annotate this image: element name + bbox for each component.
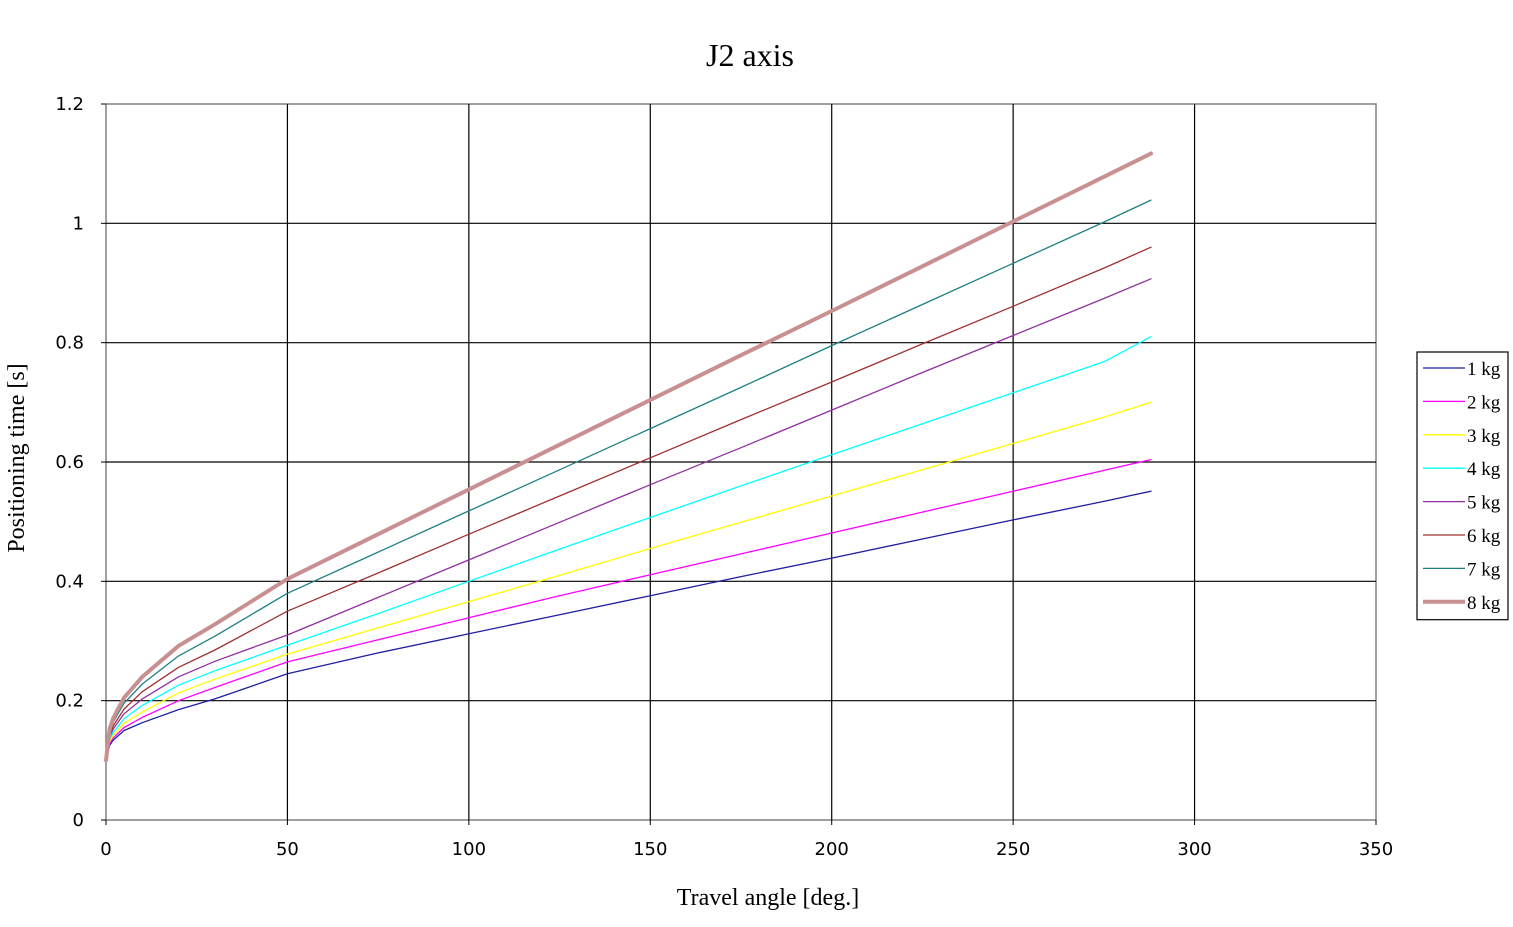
x-tick-label: 150	[633, 839, 667, 860]
x-axis-label: Travel angle [deg.]	[677, 885, 859, 911]
x-tick-label: 250	[996, 839, 1030, 860]
legend-label: 1 kg	[1467, 359, 1501, 380]
y-tick-label: 0.8	[55, 333, 84, 354]
legend-label: 2 kg	[1467, 392, 1501, 413]
y-tick-label: 0.6	[55, 452, 84, 473]
y-tick-label: 1.2	[55, 94, 84, 115]
y-tick-label: 1	[73, 213, 84, 234]
series-line-5	[105, 278, 1152, 761]
legend: 1 kg 2 kg 3 kg 4 kg 5 kg 6 kg 7 kg 8 kg	[1416, 351, 1509, 621]
legend-label: 7 kg	[1467, 559, 1501, 580]
series-line-3	[105, 401, 1152, 761]
grid-layer	[105, 103, 1377, 821]
y-axis-label: Positioning time [s]	[4, 363, 30, 552]
series-line-2	[105, 458, 1152, 761]
x-tick-label: 100	[452, 839, 486, 860]
legend-label: 6 kg	[1467, 526, 1501, 547]
y-tick-label: 0.4	[55, 571, 84, 592]
legend-label: 5 kg	[1467, 493, 1501, 514]
y-tick-label: 0.2	[55, 691, 84, 712]
x-tick-label: 50	[276, 839, 299, 860]
series-line-8	[104, 151, 1153, 763]
x-tick-label: 200	[815, 839, 849, 860]
x-tick-label: 350	[1359, 839, 1393, 860]
x-tick-label: 300	[1177, 839, 1211, 860]
series-line-6	[105, 246, 1152, 761]
series-line-1	[105, 490, 1152, 761]
axis-layer: 0 50 100 150 200 250 300 350 0 0.2 0.4 0.6 0.8 1 1.2	[55, 94, 1393, 860]
x-tick-label: 0	[100, 839, 111, 860]
legend-label: 3 kg	[1467, 426, 1501, 447]
legend-label: 8 kg	[1467, 593, 1501, 614]
y-tick-label: 0	[73, 810, 84, 831]
legend-label: 4 kg	[1467, 459, 1501, 480]
series-layer	[104, 151, 1153, 763]
series-line-7	[105, 199, 1152, 761]
legend-box	[1416, 351, 1509, 621]
chart-title: J2 axis	[706, 37, 794, 73]
series-line-4	[105, 336, 1152, 761]
